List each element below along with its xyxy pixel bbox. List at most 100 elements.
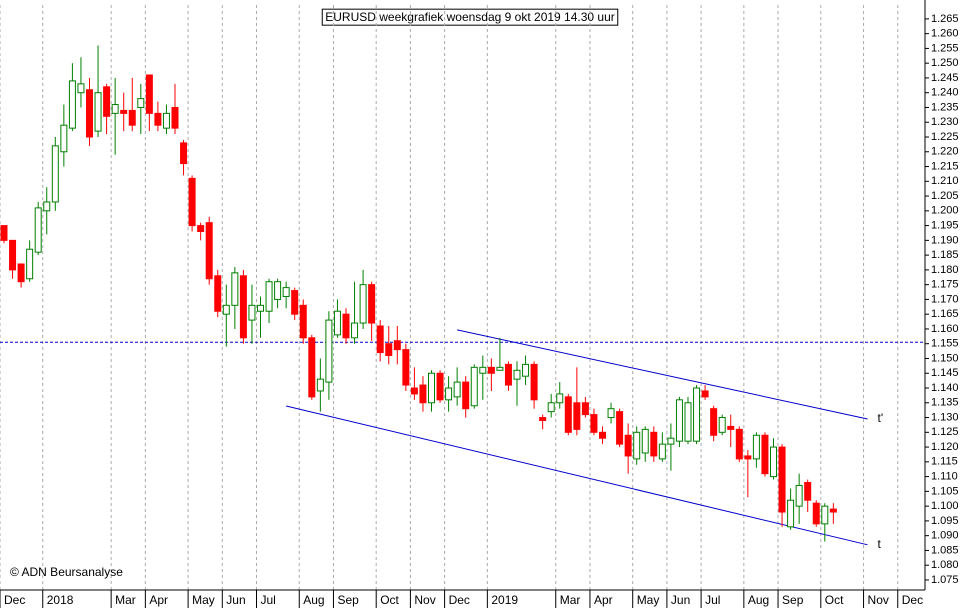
- x-tick-label: Mar: [560, 593, 581, 607]
- candle-body: [641, 428, 649, 454]
- candle-body: [248, 304, 256, 321]
- candle-body: [137, 98, 145, 108]
- candle-body: [265, 281, 273, 312]
- trend-line: [286, 405, 868, 546]
- candle-body: [428, 372, 435, 404]
- y-tick-label: 1.215: [931, 160, 959, 172]
- candle-body: [376, 325, 384, 354]
- candle-body: [86, 89, 93, 138]
- candle-body: [564, 396, 572, 433]
- x-tick-label: Mar: [115, 593, 136, 607]
- y-tick-label: 1.170: [931, 293, 959, 305]
- candle-body: [496, 366, 504, 371]
- source-label: © ADN Beursanalyse: [10, 565, 123, 579]
- x-tick-label: Nov: [868, 593, 889, 607]
- candle-body: [650, 431, 658, 457]
- candle-body: [727, 425, 735, 430]
- candle-body: [402, 349, 410, 386]
- y-tick-label: 1.145: [931, 367, 959, 379]
- candle-body: [94, 92, 102, 132]
- candle-body: [128, 109, 136, 126]
- candle-body: [530, 363, 538, 401]
- candle-body: [333, 310, 341, 336]
- candle-body: [368, 284, 376, 324]
- candle-body: [590, 414, 598, 433]
- candle-body: [624, 434, 632, 457]
- candle-body: [436, 372, 444, 401]
- x-tick-label: Nov: [414, 593, 435, 607]
- x-tick-label: Dec: [449, 593, 470, 607]
- x-tick-label: May: [637, 593, 660, 607]
- candle-body: [675, 399, 683, 442]
- candle-body: [291, 290, 299, 315]
- candle-body: [205, 222, 213, 280]
- candle-body: [103, 86, 111, 117]
- candle-body: [462, 381, 470, 410]
- candle-body: [188, 177, 196, 227]
- candle-body: [607, 408, 615, 419]
- y-tick-label: 1.260: [931, 28, 959, 40]
- candle-body: [479, 366, 487, 374]
- candle-body: [239, 275, 247, 339]
- y-tick-label: 1.095: [931, 515, 959, 527]
- candle-body: [829, 508, 837, 513]
- candle-body: [752, 434, 760, 460]
- x-tick-label: Dec: [902, 593, 923, 607]
- x-tick-label: Sep: [337, 593, 359, 607]
- y-tick-label: 1.115: [931, 456, 958, 468]
- y-tick-label: 1.075: [931, 574, 959, 586]
- x-tick-label: Sep: [782, 593, 804, 607]
- candle-body: [445, 387, 453, 401]
- candle-body: [308, 337, 316, 398]
- y-tick-label: 1.090: [931, 530, 959, 542]
- candle-body: [410, 387, 418, 395]
- y-tick-label: 1.180: [931, 264, 959, 276]
- candle-body: [718, 417, 726, 433]
- candle-body: [419, 384, 427, 404]
- y-tick-label: 1.160: [931, 323, 959, 335]
- y-tick-label: 1.185: [931, 249, 959, 261]
- candle-body: [804, 482, 812, 501]
- candle-body: [667, 437, 675, 445]
- candle-body: [34, 207, 42, 253]
- y-tick-label: 1.210: [931, 175, 959, 187]
- x-tick-label: Jun: [226, 593, 245, 607]
- candle-body: [504, 363, 512, 386]
- candle-body: [111, 104, 119, 114]
- x-tick-label: Jul: [261, 593, 276, 607]
- candle-body: [795, 484, 803, 507]
- candle-body: [145, 74, 153, 114]
- candle-body: [342, 313, 350, 339]
- candle-body: [351, 322, 359, 339]
- candle-body: [43, 201, 51, 212]
- candle-body: [222, 304, 230, 315]
- y-tick-label: 1.120: [931, 441, 959, 453]
- candle-body: [120, 109, 128, 114]
- title-box: [321, 8, 619, 26]
- y-tick-label: 1.100: [931, 500, 959, 512]
- candle-body: [77, 83, 85, 94]
- candle-body: [684, 402, 692, 442]
- y-tick-label: 1.125: [931, 426, 959, 438]
- y-tick-label: 1.155: [931, 338, 959, 350]
- candle-body: [282, 287, 290, 297]
- x-tick-label: Oct: [380, 593, 399, 607]
- candle-body: [68, 80, 76, 129]
- candle-body: [787, 499, 795, 528]
- candle-body: [162, 112, 170, 129]
- y-tick-label: 1.080: [931, 559, 959, 571]
- y-tick-label: 1.165: [931, 308, 959, 320]
- y-tick-label: 1.200: [931, 205, 959, 217]
- y-tick-label: 1.255: [931, 42, 959, 54]
- candle-body: [9, 239, 17, 271]
- candle-body: [710, 408, 718, 436]
- y-tick-label: 1.175: [931, 279, 959, 291]
- candle-body: [231, 272, 239, 306]
- candle-body: [633, 431, 641, 460]
- trend-label: t: [878, 537, 882, 551]
- x-tick-label: 2019: [491, 593, 518, 607]
- x-tick-label: 2018: [47, 593, 74, 607]
- candle-body: [778, 446, 786, 513]
- candle-body: [26, 248, 34, 280]
- candle-body: [393, 340, 401, 351]
